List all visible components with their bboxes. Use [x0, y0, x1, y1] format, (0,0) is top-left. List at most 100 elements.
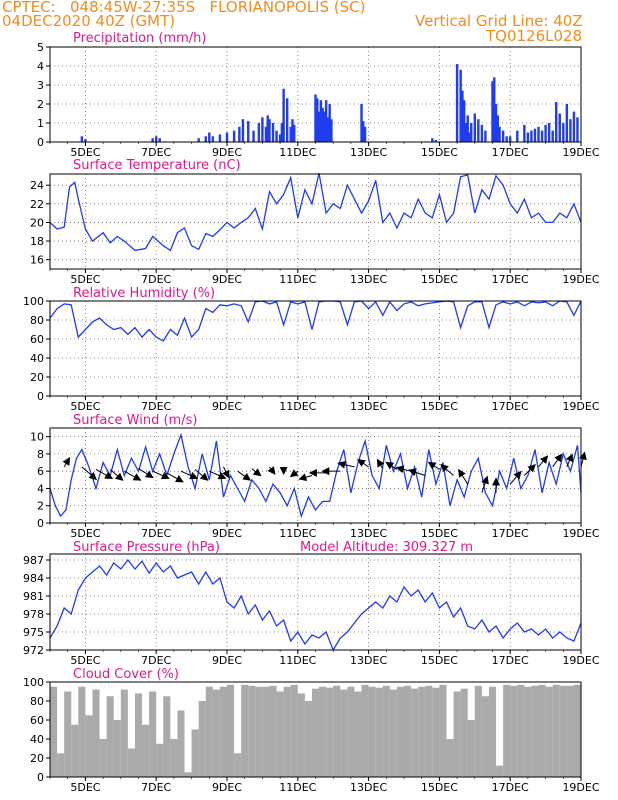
wind-vector-arrow — [356, 459, 369, 468]
header-datetime: 04DEC2020 40Z (GMT) — [2, 12, 176, 30]
precip-bar — [238, 126, 241, 142]
wind-panel: Surface Wind (m/s) 0 2 4 6 8 10 5DEC 7DEC 9DEC 11D… — [30, 413, 600, 540]
precip-bar — [530, 130, 533, 142]
cloud-bar — [432, 687, 440, 777]
cloud-bar — [85, 715, 93, 777]
precip-bar — [282, 88, 285, 142]
rh-ytick-label: 100 — [23, 295, 44, 308]
cloud-bar — [127, 748, 135, 777]
header-model-id: TQ0126L028 — [486, 27, 583, 45]
precip-bar — [323, 111, 326, 142]
precip-ytick-label: 3 — [37, 79, 44, 92]
wind-vector-arrow — [427, 461, 440, 470]
precip-xtick-label: 7DEC — [141, 146, 171, 159]
precip-bar — [261, 117, 264, 142]
rh-frame — [49, 300, 582, 397]
precip-bar — [275, 130, 278, 142]
cloud-xtick-label: 17DEC — [492, 781, 529, 794]
pres-xtick-label: 13DEC — [350, 654, 387, 667]
cloud-bar — [198, 701, 206, 777]
pres-series-line — [49, 558, 582, 652]
cloud-bar — [276, 691, 284, 777]
cloud-title: Cloud Cover (%) — [73, 667, 179, 682]
precip-bar — [280, 123, 284, 142]
wind-vector-arrow — [289, 469, 299, 478]
cloud-bar — [184, 772, 192, 777]
precip-bar — [204, 136, 207, 142]
precip-bar — [211, 136, 215, 142]
wind-xtick-label: 17DEC — [492, 527, 529, 540]
precip-bar — [537, 126, 540, 142]
precip-bar — [158, 138, 161, 142]
cloud-bar — [396, 686, 404, 777]
pres-xtick-label: 5DEC — [70, 654, 100, 667]
precip-bar — [155, 136, 158, 142]
pres-ytick-label: 975 — [23, 626, 44, 639]
wind-xtick-label: 7DEC — [141, 527, 171, 540]
cloud-bar — [566, 685, 574, 777]
cloud-bar — [559, 685, 567, 777]
precip-bar — [328, 104, 331, 142]
pres-frame — [49, 553, 582, 651]
precip-bar — [362, 121, 365, 142]
wind-ytick-label: 8 — [37, 448, 44, 461]
cloud-bar — [99, 739, 107, 777]
cloud-bar — [205, 686, 213, 777]
wind-vector-arrow — [124, 470, 142, 481]
precip-bar — [509, 136, 512, 142]
cloud-bar — [177, 710, 185, 777]
precip-bar — [462, 100, 466, 142]
cloud-bar — [481, 696, 489, 777]
cloud-bar — [283, 686, 291, 777]
temp-xtick-label: 5DEC — [70, 273, 100, 286]
temp-xtick-label: 17DEC — [492, 273, 529, 286]
wind-vector-arrow — [524, 463, 536, 476]
wind-vector-arrow — [552, 453, 563, 468]
wind-ytick-label: 0 — [37, 517, 44, 530]
cloud-xtick-label: 13DEC — [350, 781, 387, 794]
wind-vector-arrow — [251, 468, 262, 477]
precip-bar — [321, 107, 324, 142]
cloud-bar — [311, 688, 320, 777]
rh-xtick-label: 7DEC — [141, 400, 171, 413]
precip-bar — [544, 124, 547, 142]
cloud-bar — [573, 684, 581, 777]
wind-vector-arrow — [579, 451, 587, 467]
cloud-bar — [531, 685, 539, 777]
precip-bar — [316, 98, 319, 142]
model-altitude-label: Model Altitude: 309.327 m — [300, 540, 473, 555]
precip-bar — [493, 77, 496, 142]
precip-bar — [562, 123, 565, 142]
cloud-bar — [354, 691, 362, 777]
cloud-bar — [227, 684, 235, 777]
wind-vector-arrow — [267, 466, 276, 475]
cloud-panel: Cloud Cover (%) 0 20 40 60 80 100 5DEC 7DEC 9DEC 1… — [23, 667, 600, 794]
cloud-frame — [49, 681, 582, 778]
cloud-ytick-label: 40 — [30, 733, 44, 746]
wind-vector-arrow — [298, 473, 313, 482]
rh-panel: Relative Humidity (%) 0 20 40 60 80 100 5DEC 7DE… — [23, 286, 600, 413]
cloud-bar — [446, 739, 454, 777]
wind-xtick-label: 11DEC — [279, 527, 316, 540]
cloud-ytick-label: 60 — [30, 714, 44, 727]
cloud-bar — [304, 701, 312, 777]
cloud-bar — [368, 686, 376, 777]
precip-bar — [197, 138, 200, 142]
cloud-bar — [389, 689, 397, 777]
temp-ytick-label: 18 — [30, 235, 44, 248]
rh-ytick-label: 80 — [30, 314, 44, 327]
precip-bar — [264, 126, 268, 142]
cloud-bar — [297, 693, 305, 777]
wind-vector-arrow — [209, 470, 227, 480]
cloud-bar — [142, 724, 150, 777]
temp-xtick-label: 7DEC — [141, 273, 171, 286]
pres-xtick-label: 15DEC — [421, 654, 458, 667]
temp-xtick-label: 15DEC — [421, 273, 458, 286]
cloud-bar — [134, 693, 143, 777]
precip-bar — [208, 132, 211, 142]
pres-ytick-label: 978 — [23, 608, 44, 621]
temp-panel: Surface Temperature (nC) 16 18 20 22 24 5DEC 7D… — [30, 158, 600, 286]
cloud-bar — [375, 687, 383, 777]
rh-xtick-label: 9DEC — [212, 400, 242, 413]
